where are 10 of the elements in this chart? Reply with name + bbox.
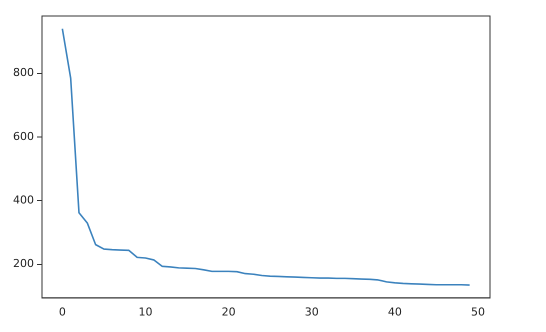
x-tick-label: 20 [222,305,236,318]
x-tick-label: 0 [58,305,66,318]
x-tick-label: 10 [138,305,152,318]
x-tick-label: 50 [470,305,485,318]
y-tick-label: 600 [12,130,34,143]
y-tick-label: 400 [12,194,34,207]
y-tick-label: 800 [12,66,34,80]
x-tick-label: 30 [304,305,319,318]
x-tick-label: 40 [388,305,402,318]
y-tick-label: 200 [12,257,34,270]
